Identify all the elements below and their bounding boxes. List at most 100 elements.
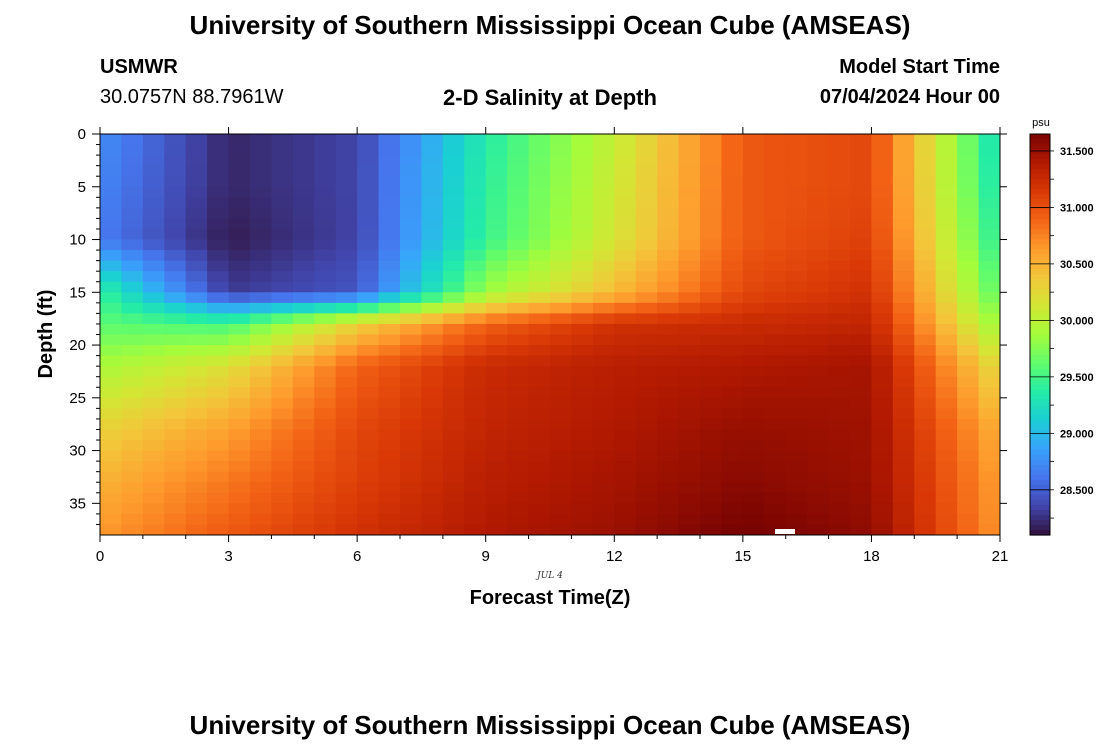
- heatmap-cell: [507, 165, 530, 177]
- heatmap-cell: [207, 313, 230, 325]
- heatmap-cell: [700, 524, 723, 535]
- heatmap-cell: [292, 492, 315, 504]
- heatmap-cell: [571, 524, 594, 535]
- heatmap-cell: [721, 366, 744, 378]
- heatmap-cell: [100, 450, 123, 462]
- heatmap-cell: [164, 482, 187, 494]
- heatmap-cell: [442, 218, 465, 230]
- heatmap-cell: [185, 176, 208, 188]
- heatmap-cell: [292, 218, 315, 230]
- heatmap-cell: [292, 366, 315, 378]
- heatmap-cell: [142, 207, 165, 220]
- heatmap-cell: [892, 218, 915, 230]
- heatmap-cell: [614, 524, 637, 535]
- heatmap-cell: [700, 429, 723, 441]
- heatmap-cell: [185, 260, 208, 272]
- heatmap-cell: [442, 492, 465, 504]
- heatmap-cell: [185, 440, 208, 452]
- heatmap-cell: [228, 408, 251, 420]
- heatmap-cell: [657, 482, 680, 494]
- heatmap-cell: [228, 524, 251, 535]
- heatmap-cell: [378, 281, 401, 293]
- colorbar-segment: [1030, 259, 1050, 265]
- heatmap-cell: [635, 471, 658, 483]
- heatmap-cell: [207, 482, 230, 494]
- heatmap-cell: [207, 228, 230, 241]
- colorbar-segment: [1030, 439, 1050, 446]
- heatmap-cell: [657, 292, 680, 304]
- heatmap-cell: [164, 323, 187, 336]
- heatmap-cell: [100, 355, 123, 367]
- heatmap-cell: [507, 197, 530, 209]
- heatmap-cell: [742, 408, 765, 420]
- heatmap-cell: [142, 513, 165, 526]
- heatmap-cell: [721, 155, 744, 167]
- heatmap-cell: [271, 355, 294, 367]
- heatmap-cell: [507, 355, 530, 367]
- heatmap-cell: [421, 260, 444, 272]
- heatmap-cell: [892, 418, 915, 431]
- heatmap-cell: [871, 186, 894, 198]
- heatmap-cell: [250, 250, 273, 262]
- heatmap-cell: [378, 461, 401, 473]
- heatmap-cell: [314, 323, 337, 336]
- heatmap-cell: [978, 292, 1000, 304]
- heatmap-cell: [635, 440, 658, 452]
- heatmap-cell: [978, 513, 1000, 526]
- heatmap-cell: [485, 228, 508, 241]
- heatmap-cell: [700, 450, 723, 462]
- heatmap-cell: [657, 313, 680, 325]
- heatmap-cell: [635, 281, 658, 293]
- heatmap-cell: [785, 482, 808, 494]
- heatmap-cell: [335, 397, 358, 409]
- heatmap-cell: [742, 366, 765, 378]
- heatmap-cell: [678, 513, 701, 526]
- heatmap-cell: [314, 397, 337, 409]
- heatmap-cell: [228, 176, 251, 188]
- heatmap-cell: [935, 366, 958, 378]
- station-name: USMWR: [100, 56, 178, 78]
- heatmap-cell: [207, 144, 230, 156]
- heatmap-cell: [935, 292, 958, 304]
- heatmap-cell: [571, 355, 594, 367]
- heatmap-cell: [614, 292, 637, 304]
- heatmap-cell: [271, 228, 294, 241]
- heatmap-cell: [421, 239, 444, 251]
- heatmap-cell: [485, 197, 508, 209]
- heatmap-cell: [592, 207, 615, 220]
- heatmap-cell: [592, 313, 615, 325]
- heatmap-cell: [121, 250, 144, 262]
- heatmap-cell: [507, 292, 530, 304]
- heatmap-cell: [164, 207, 187, 220]
- colorbar-segment: [1030, 204, 1050, 210]
- heatmap-cell: [807, 197, 830, 209]
- heatmap-cell: [442, 144, 465, 156]
- heatmap-cell: [614, 471, 637, 483]
- heatmap-cell: [400, 313, 423, 325]
- heatmap-cell: [764, 155, 787, 167]
- heatmap-cell: [721, 207, 744, 220]
- heatmap-cell: [464, 313, 487, 325]
- heatmap-cell: [614, 260, 637, 272]
- heatmap-cell: [228, 355, 251, 367]
- heatmap-cell: [614, 492, 637, 504]
- heatmap-cell: [378, 345, 401, 357]
- heatmap-cell: [828, 387, 851, 399]
- heatmap-cell: [721, 176, 744, 188]
- heatmap-cell: [421, 513, 444, 526]
- heatmap-cell: [892, 345, 915, 357]
- heatmap-cell: [357, 397, 380, 409]
- heatmap-cell: [785, 197, 808, 209]
- heatmap-cell: [635, 397, 658, 409]
- heatmap-cell: [828, 492, 851, 504]
- colorbar-segment: [1030, 229, 1050, 235]
- heatmap-cell: [121, 376, 144, 388]
- colorbar-segment: [1030, 454, 1050, 461]
- heatmap-cell: [978, 302, 1000, 314]
- heatmap-cell: [485, 218, 508, 230]
- heatmap-cell: [700, 492, 723, 504]
- heatmap-cell: [828, 440, 851, 452]
- heatmap-cell: [635, 492, 658, 504]
- heatmap-cell: [635, 313, 658, 325]
- heatmap-cell: [550, 134, 573, 146]
